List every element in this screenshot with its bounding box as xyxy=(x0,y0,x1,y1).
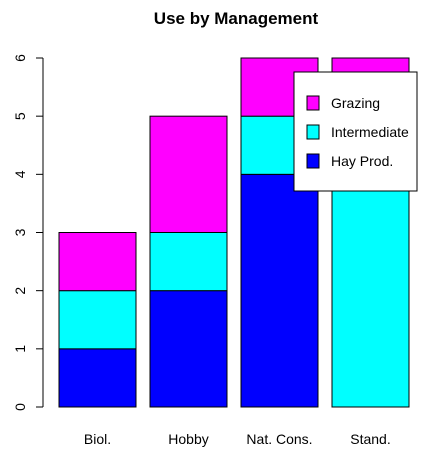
y-tick-label: 2 xyxy=(12,287,28,295)
legend-label: Hay Prod. xyxy=(331,153,393,169)
bar-segment xyxy=(240,173,319,408)
y-tick-label: 5 xyxy=(12,112,28,120)
x-tick-label: Hobby xyxy=(168,431,208,447)
y-tick-label: 1 xyxy=(12,345,28,353)
x-tick-label: Biol. xyxy=(84,431,111,447)
legend-swatch xyxy=(306,153,320,169)
chart-title: Use by Management xyxy=(154,9,319,28)
bars xyxy=(58,57,410,408)
legend-swatch xyxy=(306,124,320,140)
x-axis-labels: Biol. Hobby Nat. Cons. Stand. xyxy=(84,431,391,447)
legend: Grazing Intermediate Hay Prod. xyxy=(293,71,418,192)
y-tick-label: 4 xyxy=(12,170,28,178)
bar-segment xyxy=(149,232,228,292)
y-tick-label: 3 xyxy=(12,228,28,236)
x-tick-label: Nat. Cons. xyxy=(246,431,312,447)
y-tick-label: 6 xyxy=(12,54,28,62)
y-tick-label: 0 xyxy=(12,403,28,411)
legend-swatch xyxy=(306,95,320,111)
legend-label: Intermediate xyxy=(331,124,409,140)
bar-segment xyxy=(149,115,228,233)
bar-segment xyxy=(58,232,137,292)
x-tick-label: Stand. xyxy=(350,431,390,447)
bar-segment xyxy=(149,290,228,408)
y-axis: 0 1 2 3 4 5 6 xyxy=(12,54,44,411)
bar-segment xyxy=(58,290,137,350)
bar-segment xyxy=(58,348,137,408)
legend-label: Grazing xyxy=(331,95,380,111)
